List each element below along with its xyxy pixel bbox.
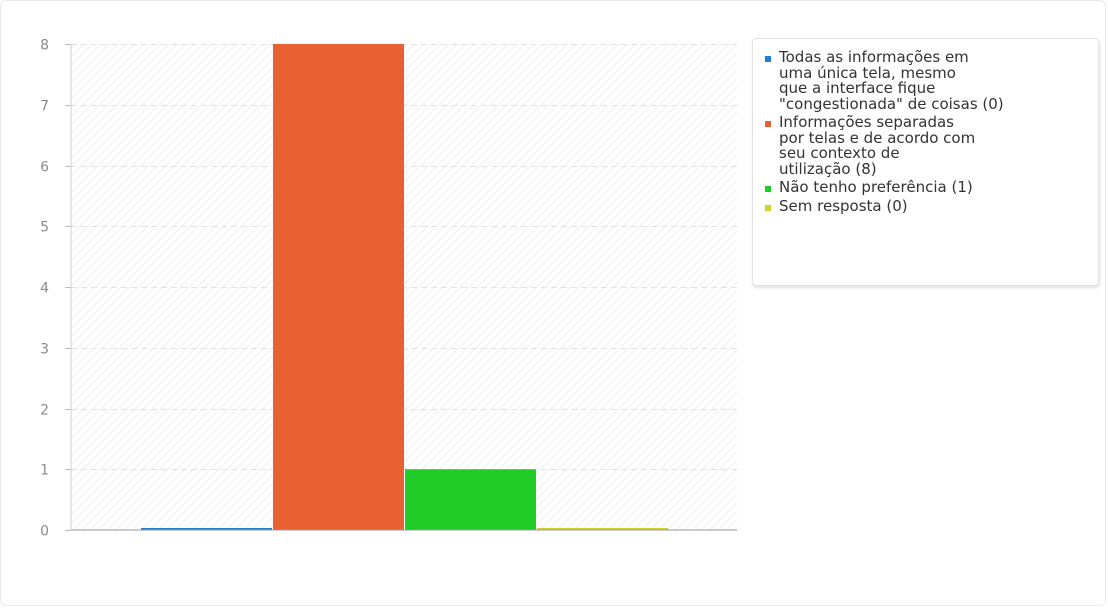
- legend-swatch: [765, 121, 771, 127]
- legend-label: Sem resposta (0): [779, 196, 908, 215]
- legend-item[interactable]: Sem resposta (0): [765, 196, 1090, 215]
- y-tick-label: 6: [40, 160, 49, 176]
- legend-swatch: [765, 204, 771, 211]
- y-tick-label: 2: [40, 403, 49, 419]
- legend-label: Todas as informações em uma única tela, …: [779, 48, 1004, 113]
- y-tick-label: 7: [40, 99, 49, 115]
- legend-item[interactable]: Não tenho preferência (1): [765, 178, 1090, 196]
- bar[interactable]: [141, 528, 272, 530]
- y-tick-label: 1: [40, 463, 49, 479]
- legend-swatch: [765, 56, 771, 62]
- y-tick-label: 8: [40, 38, 49, 54]
- bar[interactable]: [273, 44, 404, 530]
- legend-label: Informações separadas por telas e de aco…: [779, 113, 976, 178]
- chart-legend: Todas as informações em uma única tela, …: [752, 38, 1099, 286]
- legend-swatch: [765, 186, 771, 192]
- bar[interactable]: [405, 469, 536, 530]
- y-tick-label: 0: [40, 524, 49, 540]
- y-tick-label: 5: [40, 220, 49, 236]
- y-tick-label: 3: [40, 342, 49, 358]
- y-tick-label: 4: [40, 281, 49, 297]
- bar[interactable]: [537, 528, 668, 530]
- legend-item[interactable]: Todas as informações em uma única tela, …: [765, 48, 1090, 113]
- legend-item[interactable]: Informações separadas por telas e de aco…: [765, 113, 1090, 178]
- legend-label: Não tenho preferência (1): [779, 178, 973, 196]
